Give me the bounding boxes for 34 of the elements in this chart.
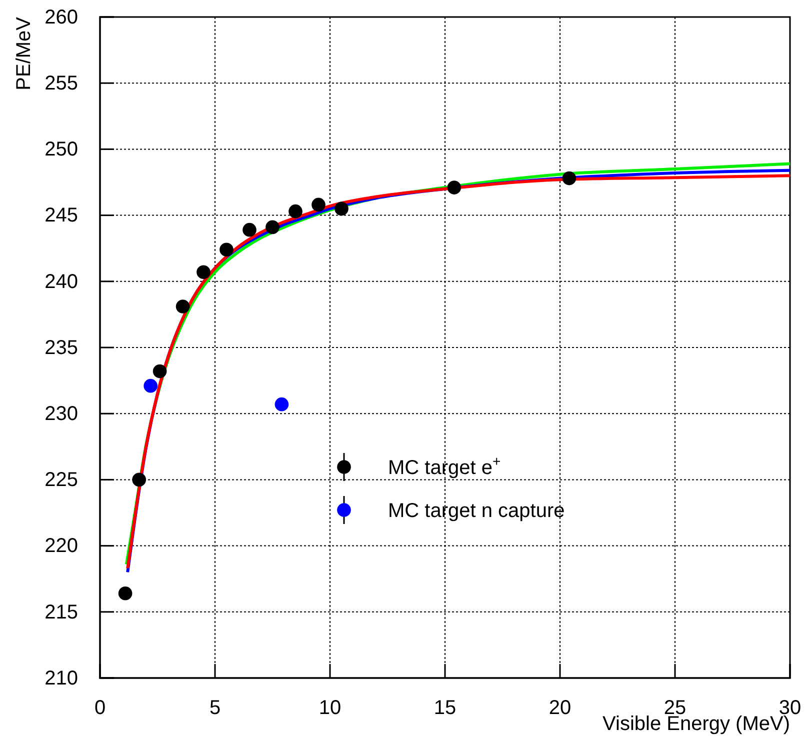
- point: [242, 222, 256, 237]
- y-tick-label: 255: [44, 72, 78, 94]
- y-tick-label: 215: [44, 601, 78, 624]
- point: [176, 300, 190, 314]
- point: [132, 472, 146, 487]
- legend-label: MC target n capture: [388, 500, 565, 522]
- x-tick-label: 5: [209, 697, 221, 720]
- point: [118, 586, 132, 600]
- y-tick-label: 260: [44, 6, 78, 28]
- y-tick-label: 230: [44, 403, 78, 425]
- y-tick-label: 225: [44, 469, 78, 492]
- x-tick-label: 10: [318, 697, 342, 720]
- point: [220, 242, 234, 257]
- y-tick-label: 245: [44, 204, 78, 227]
- point: [562, 171, 576, 186]
- point: [447, 180, 462, 194]
- legend-label: MC target e$^{+}$: [388, 453, 501, 479]
- x-tick-label: 15: [434, 697, 456, 720]
- point: [274, 397, 289, 412]
- point: [196, 265, 210, 280]
- y-tick-label: 220: [44, 535, 78, 558]
- y-axis-title: PE/MeV: [13, 16, 35, 90]
- point: [312, 198, 326, 212]
- point: [152, 364, 167, 378]
- y-tick-label: 210: [44, 667, 78, 690]
- y-tick-label: 240: [44, 270, 78, 293]
- x-tick-label: 20: [548, 697, 572, 720]
- x-tick-label: 0: [94, 697, 106, 720]
- point: [334, 202, 348, 216]
- point: [144, 378, 158, 393]
- y-tick-label: 235: [44, 336, 78, 359]
- point: [266, 220, 280, 234]
- y-tick-label: 250: [44, 138, 78, 161]
- point: [288, 204, 302, 218]
